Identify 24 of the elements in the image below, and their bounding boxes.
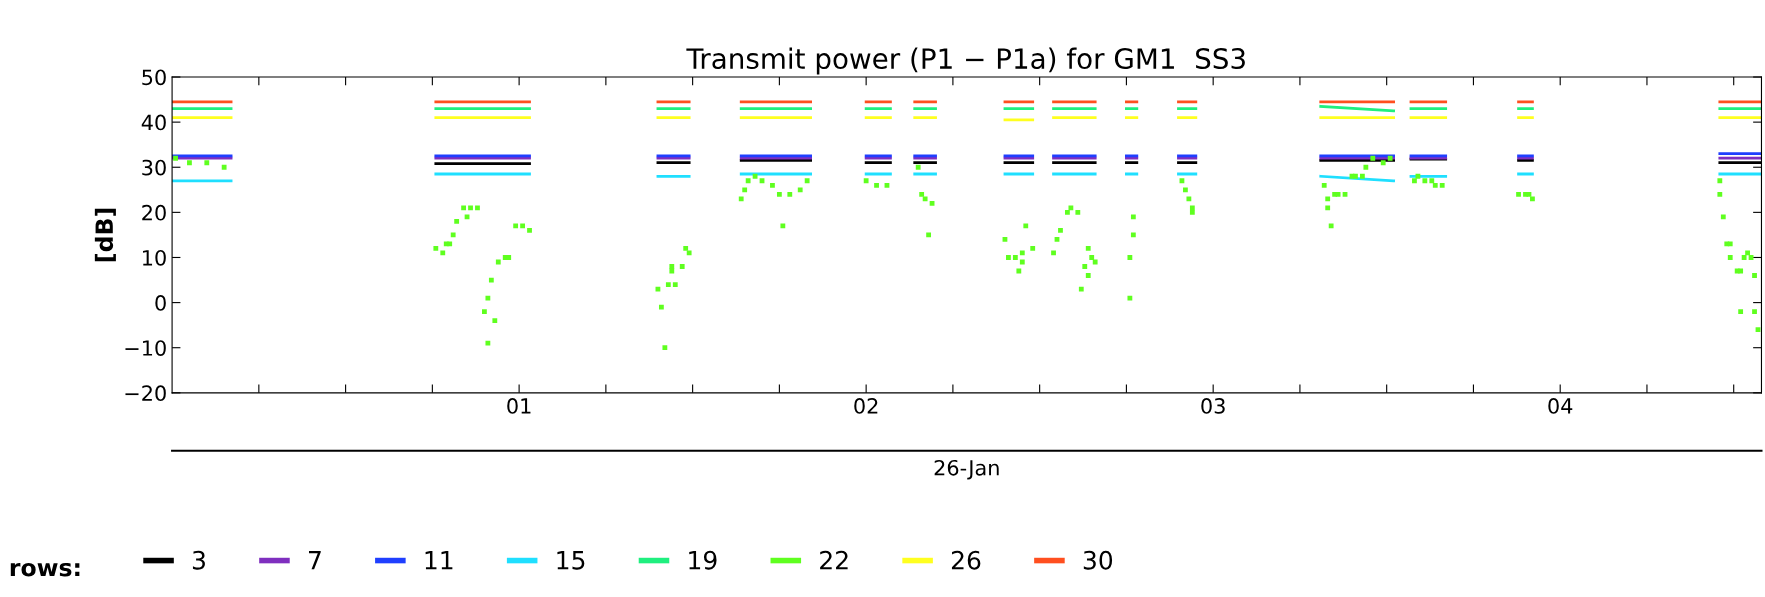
x-tick-label: 01 (507, 398, 531, 414)
legend-label: 11 (425, 551, 453, 570)
legend-label: 26 (951, 550, 981, 570)
x-tick-label: 03 (1201, 398, 1225, 414)
y-tick-label: 40 (141, 114, 166, 131)
x-tick-label: 02 (854, 398, 878, 414)
y-axis-title: [dB] (94, 208, 116, 262)
x-axis-title: 26-Jan (934, 459, 999, 480)
y-tick-label: 50 (142, 69, 166, 86)
y-tick-label: 20 (142, 204, 166, 221)
legend-label: 15 (557, 551, 585, 570)
y-tick-label: −10 (125, 340, 166, 356)
y-tick-label: 0 (155, 295, 166, 311)
y-tick-label: 10 (143, 249, 166, 266)
legend-title: rows: (10, 562, 80, 577)
legend-label: 19 (689, 550, 717, 570)
y-tick-label: −20 (125, 385, 166, 402)
y-tick-label: 30 (142, 159, 166, 176)
x-tick-label: 04 (1548, 398, 1573, 414)
chart-title: Transmit power (P1 − P1a) for GM1 SS3 (686, 47, 1245, 75)
legend-label: 30 (1083, 550, 1113, 570)
legend-label: 3 (192, 550, 205, 570)
legend-label: 22 (820, 550, 848, 570)
legend-label: 7 (309, 551, 321, 570)
